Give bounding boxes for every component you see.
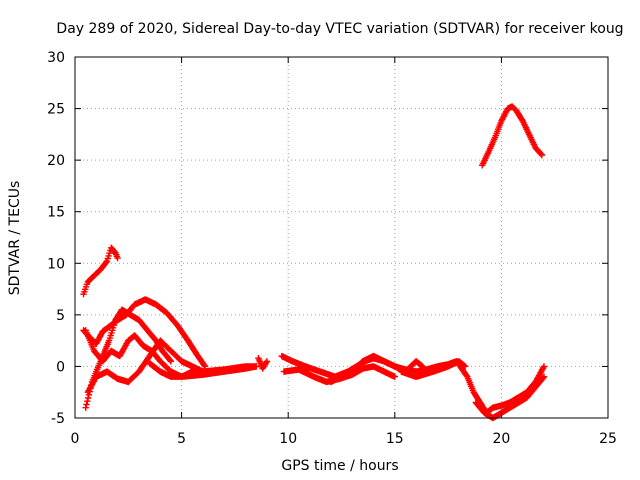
x-axis: 0 5 10 15 20 25: [71, 57, 617, 447]
point-markers: [479, 103, 546, 169]
x-axis-label: GPS time / hours: [281, 458, 398, 474]
point-markers: [255, 355, 271, 372]
point-markers: [84, 337, 207, 396]
series-arc-14: [479, 103, 546, 169]
grid: [75, 57, 608, 418]
y-tick-label: 30: [47, 50, 65, 66]
y-tick-label: 15: [47, 205, 65, 221]
y-tick-label: 10: [47, 256, 65, 272]
y-tick-label: 5: [56, 308, 65, 324]
y-tick-label: -5: [51, 411, 65, 427]
y-tick-label: 20: [47, 153, 65, 169]
y-tick-label: 25: [47, 102, 65, 118]
x-tick-label: 10: [279, 431, 297, 447]
series-arc-5: [84, 337, 207, 396]
y-tick-label: 0: [56, 359, 65, 375]
x-tick-label: 5: [177, 431, 186, 447]
y-axis-label: SDTVAR / TECUs: [7, 181, 23, 296]
series-arc-1: [80, 244, 121, 298]
point-markers: [472, 373, 548, 422]
point-markers: [80, 244, 121, 298]
plot-frame: [74, 56, 609, 419]
series-arc-13: [472, 373, 548, 422]
series-arc-7: [255, 355, 271, 372]
x-tick-label: 20: [492, 431, 510, 447]
x-tick-label: 25: [599, 431, 617, 447]
point-markers: [146, 360, 260, 380]
x-tick-label: 15: [386, 431, 404, 447]
x-tick-label: 0: [71, 431, 80, 447]
chart-title: Day 289 of 2020, Sidereal Day-to-day VTE…: [56, 21, 623, 37]
series-arc-6: [146, 360, 260, 380]
data-points: [80, 103, 548, 422]
y-axis: -5 0 5 10 15 20 25 30: [47, 50, 608, 427]
